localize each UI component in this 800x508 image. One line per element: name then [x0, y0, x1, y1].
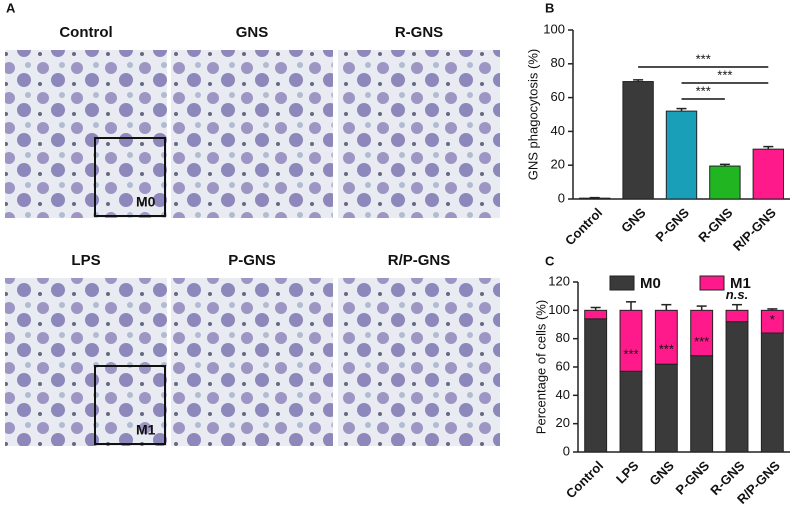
bar — [665, 110, 698, 200]
inset-label: M1 — [136, 422, 156, 438]
micrograph — [338, 278, 500, 446]
x-tick-label: P-GNS — [672, 458, 712, 498]
image-title: R-GNS — [395, 24, 443, 41]
y-tick-label: 0 — [563, 443, 570, 458]
x-tick-label: GNS — [646, 458, 677, 489]
inset-label: M0 — [136, 194, 156, 210]
legend-label: M0 — [640, 275, 661, 292]
bar-segment — [584, 309, 608, 320]
significance-label: *** — [694, 334, 709, 349]
x-tick-label: Control — [562, 205, 605, 248]
legend-swatch — [699, 275, 725, 291]
bar-segment — [725, 321, 749, 453]
bar-segment — [619, 370, 643, 453]
micrograph — [171, 50, 333, 218]
y-axis-label: GNS phagocytosis (%) — [525, 49, 540, 181]
x-tick-label: P-GNS — [652, 205, 692, 245]
x-tick-label: GNS — [618, 205, 649, 236]
micrograph — [5, 278, 167, 446]
image-title: R/P-GNS — [388, 252, 451, 269]
significance-label: n.s. — [726, 287, 748, 302]
panel-label: C — [545, 253, 555, 268]
y-tick-label: 100 — [543, 21, 565, 36]
micrograph — [338, 50, 500, 218]
y-tick-label: 100 — [548, 302, 570, 317]
significance-label: *** — [696, 51, 711, 66]
y-tick-label: 40 — [551, 123, 565, 138]
y-tick-label: 60 — [556, 358, 570, 373]
micrograph — [171, 278, 333, 446]
y-axis-label: Percentage of cells (%) — [533, 300, 548, 434]
legend-label: M1 — [730, 275, 751, 292]
bar — [752, 148, 784, 200]
bar-segment — [584, 318, 608, 453]
y-tick-label: 120 — [548, 273, 570, 288]
legend-swatch — [609, 275, 635, 291]
significance-label: *** — [696, 83, 711, 98]
bar-segment — [690, 355, 714, 453]
image-title: P-GNS — [228, 252, 276, 269]
panel-label: A — [6, 0, 16, 15]
bar-segment — [725, 309, 749, 323]
bar-segment — [760, 332, 784, 453]
inset-box — [94, 137, 166, 217]
y-tick-label: 20 — [551, 157, 565, 172]
inset-box — [94, 365, 166, 445]
significance-label: *** — [623, 346, 638, 361]
bar — [709, 165, 741, 200]
panel-label: B — [545, 0, 554, 15]
bar — [622, 81, 654, 200]
x-tick-label: LPS — [613, 458, 642, 487]
x-tick-label: R-GNS — [695, 205, 735, 245]
bar-segment — [619, 309, 643, 372]
y-tick-label: 60 — [551, 89, 565, 104]
y-tick-label: 80 — [556, 330, 570, 345]
significance-label: *** — [659, 341, 674, 356]
x-tick-label: Control — [563, 458, 606, 501]
y-tick-label: 40 — [556, 387, 570, 402]
micrographs: Control M0 GNS R-GNS LPS M1 P-GNS R/P-GNS — [5, 24, 500, 446]
image-title: GNS — [236, 24, 269, 41]
micrograph — [5, 50, 167, 218]
significance-label: *** — [717, 67, 732, 82]
image-title: LPS — [71, 252, 100, 269]
significance-label: * — [770, 312, 775, 327]
bar-segment — [654, 363, 678, 453]
y-tick-label: 80 — [551, 55, 565, 70]
y-tick-label: 0 — [558, 190, 565, 205]
x-tick-label: R/P-GNS — [730, 205, 779, 254]
y-tick-label: 20 — [556, 415, 570, 430]
image-title: Control — [59, 24, 112, 41]
